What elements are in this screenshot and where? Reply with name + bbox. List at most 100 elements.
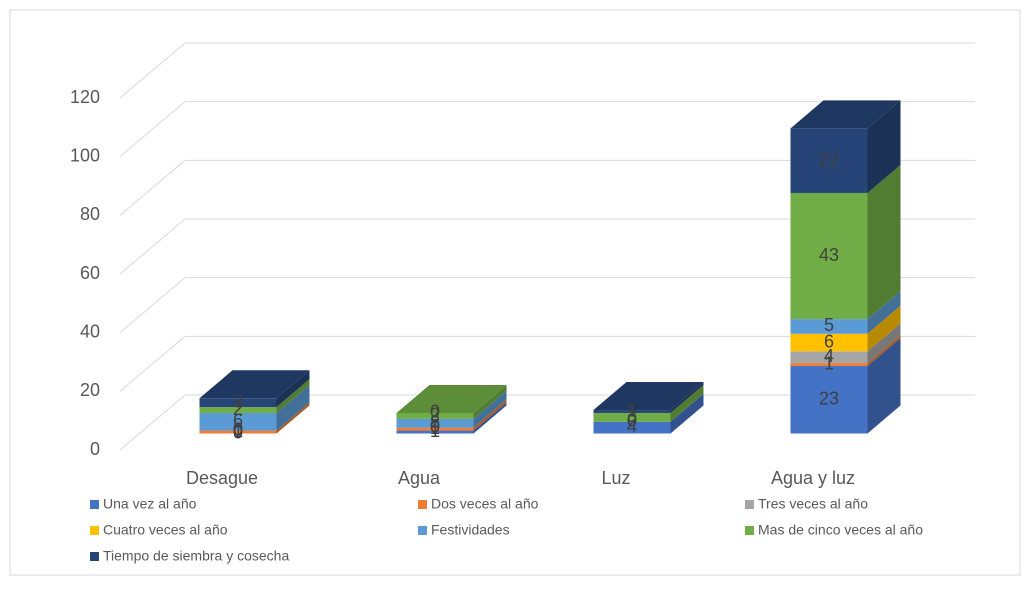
grid-line [119,335,975,392]
data-label: 0 [627,411,637,431]
data-label: 1 [627,400,637,420]
bar-top [199,370,310,399]
y-tick-label: 60 [80,263,100,283]
data-label: 0 [627,411,637,431]
y-tick-label: 120 [70,87,100,107]
legend-swatch [745,500,754,509]
bar-side [670,382,704,413]
bar-segment [790,351,868,364]
data-label: 3 [430,412,440,432]
bar-segment [396,412,474,419]
data-label: 3 [627,406,637,426]
bar-side [473,399,507,431]
grid-line [119,394,975,451]
data-label: 23 [819,389,839,409]
data-label: 22 [819,149,839,169]
data-label: 4 [627,416,637,436]
data-label: 1 [824,353,834,373]
data-label: 0 [627,411,637,431]
data-label: 4 [824,346,834,366]
bar-side [276,379,310,413]
bar-top [396,384,507,413]
bar-top [790,100,901,129]
x-tick-label: Agua y luz [771,468,855,488]
x-tick-label: Agua [398,468,441,488]
bar-side [867,335,901,367]
data-label: 1 [430,418,440,438]
bar-side [867,291,901,334]
y-tick-label: 20 [80,380,100,400]
bar-segment [790,192,868,320]
data-label: 2 [430,405,440,425]
bar-side [867,338,901,434]
data-label: 0 [233,422,243,442]
grid-line [119,42,975,99]
bar-segment [199,412,277,431]
legend-label: Tiempo de siembra y cosecha [103,548,289,564]
bar-side [670,384,704,422]
data-label: 43 [819,245,839,265]
y-tick-label: 40 [80,321,100,341]
legend-swatch [418,526,427,535]
bar-side [276,402,310,434]
bar-segment [790,363,868,367]
bar-side [473,384,507,419]
grid-line [119,159,975,216]
legend-swatch [418,500,427,509]
bar-side [473,402,507,434]
x-tick-label: Luz [601,468,630,488]
bar-side [276,384,310,431]
data-label: 0 [430,416,440,436]
bar-side [473,390,507,428]
bar-segment [396,418,474,428]
y-tick-label: 100 [70,145,100,165]
bar-segment [199,398,277,408]
legend-label: Tres veces al año [758,496,868,512]
bar-segment [593,412,671,422]
bar-segment [396,427,474,431]
grid-line [119,101,975,158]
bar-side [867,305,901,352]
bar-segment [593,410,671,413]
bar-side [867,323,901,364]
legend-swatch [90,500,99,509]
y-tick-label: 80 [80,204,100,224]
y-tick-label: 0 [90,439,100,459]
bar-segment [593,421,671,434]
bar-side [867,164,901,320]
bar-segment [790,366,868,434]
legend-swatch [90,526,99,535]
legend-swatch [90,552,99,561]
bar-side [670,393,704,434]
data-label: 1 [430,421,440,441]
data-label: 6 [233,411,243,431]
data-label: 3 [233,391,243,411]
legend-swatch [745,526,754,535]
bar-segment [790,319,868,334]
legend-label: Festividades [431,522,510,538]
bar-side [867,100,901,193]
data-label: 0 [627,411,637,431]
legend-label: Dos veces al año [431,496,539,512]
data-label: 0 [430,402,440,422]
data-label: 2 [233,399,243,419]
x-tick-label: Desague [186,468,258,488]
legend-label: Cuatro veces al año [103,522,228,538]
bar-segment [199,407,277,413]
grid-line [119,277,975,334]
grid-line [119,218,975,275]
bar-segment [396,430,474,434]
data-label: 6 [824,331,834,351]
bar-side [276,370,310,408]
legend-label: Una vez al año [103,496,197,512]
bar-segment [199,430,277,434]
legend-label: Mas de cinco veces al año [758,522,923,538]
bar-segment [790,128,868,193]
data-label: 1 [233,421,243,441]
data-label: 5 [824,315,834,335]
data-label: 0 [233,419,243,439]
bar-segment [790,333,868,352]
data-label: 0 [430,416,440,436]
data-label: 0 [233,419,243,439]
